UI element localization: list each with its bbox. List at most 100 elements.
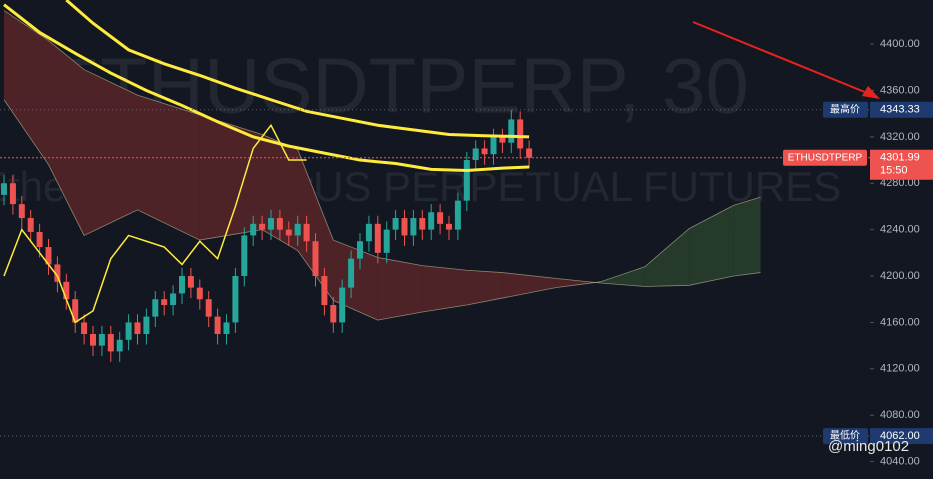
candle-body [339,287,346,323]
candle-body [179,276,185,294]
candle-body [187,276,194,288]
cloud-fill [84,69,138,236]
candle-body [63,281,70,300]
tag-value-box [870,428,933,445]
candle-body [250,223,257,236]
candle-body [357,241,363,259]
candle-body [437,212,444,224]
cloud-line [3,10,761,287]
cloud-fill [48,40,85,236]
candle-body [401,218,408,236]
y-tick-label: 4120.00 [880,363,920,375]
cloud-fill [137,95,200,241]
tag-name: ETHUSDTPERP [788,152,863,163]
cloud-fill [689,205,734,286]
tag-name-box [823,428,868,445]
candle-body [490,136,497,155]
candle-body [205,299,212,317]
candle-body [1,183,7,195]
candle-body [446,223,452,230]
cloud-fill [600,266,645,287]
candle-body [232,276,239,323]
candle-body [481,148,488,155]
tag-value: 4343.33 [880,104,920,116]
credit: @ming0102 [828,438,909,455]
candle-body [294,223,301,236]
candle-body [125,322,132,340]
cloud-fill [199,114,263,241]
candle-body [508,119,515,143]
candle-body [259,223,266,230]
candle-body [223,322,230,335]
candle-body [152,299,159,317]
candle-body [374,223,381,253]
cloud-fill [555,278,601,288]
candle-body [499,136,506,143]
candle-body [365,223,372,242]
candle-body [214,316,221,335]
cloud-line [3,99,761,321]
cloud-fill [644,228,690,287]
candle-body [161,299,168,306]
candle-body [90,334,96,346]
candle-body [348,258,355,288]
candle-body [268,218,274,230]
tag-value: 4062.00 [880,430,920,442]
candle-body [72,299,79,323]
tag-value-box [870,149,933,180]
tag-value: 4301.99 [880,152,920,164]
arrow [692,21,873,96]
candle-body [9,183,16,205]
candle-body [330,305,337,323]
tag-name: 最低价 [830,429,860,442]
candle-body [463,160,470,201]
candle-body [410,218,417,236]
cloud-fill [4,10,49,165]
candle-body [517,119,524,149]
y-tick-label: 4360.00 [880,84,920,96]
candle-body [18,204,25,219]
candle-body [285,229,292,236]
cloud-fill [377,257,423,321]
candle-body [116,339,123,352]
y-tick-label: 4080.00 [880,409,920,421]
candle-body [454,200,461,230]
arrow-head [862,86,880,99]
y-tick-label: 4240.00 [880,224,920,236]
candle-body [241,235,248,277]
candle-body [196,287,203,300]
candle-body [98,334,105,346]
candle-body [36,231,43,248]
candle-body [312,241,319,277]
cloud-fill [422,265,467,312]
indicator-line [3,3,530,172]
y-tick-label: 4320.00 [880,131,920,143]
tag-time: 15:50 [880,165,908,177]
candle-body [107,334,114,352]
candle-body [45,247,52,265]
candle-body [276,218,283,230]
indicator-line [3,123,307,324]
cloud-fill [466,270,503,306]
cloud-fill [502,272,556,299]
candle-body [321,276,328,306]
candle-body [134,322,141,335]
indicator-line [65,0,530,139]
y-tick-label: 4040.00 [880,456,920,468]
y-tick-label: 4400.00 [880,38,920,50]
y-tick-label: 4160.00 [880,316,920,328]
candle-body [428,212,435,230]
candle-body [392,218,399,230]
cloud-fill [733,197,761,277]
candle-body [54,264,61,282]
tag-name: 最高价 [830,102,860,115]
tag-name-box [783,149,867,166]
candle-body [27,218,34,232]
candle-body [81,322,88,335]
y-tick-label: 4200.00 [880,270,920,282]
tag-value-box [870,101,933,118]
candle-body [143,316,150,335]
candle-body [526,148,533,158]
candle-body [170,293,177,306]
candle-body [383,229,390,253]
